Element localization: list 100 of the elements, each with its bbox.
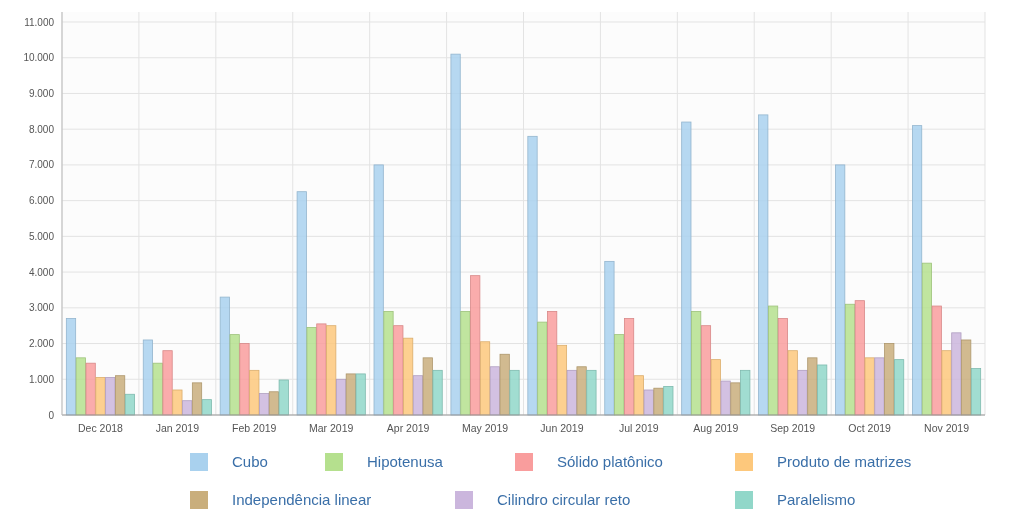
legend-label: Hipotenusa (367, 453, 444, 471)
bar (864, 357, 875, 416)
y-tick-label: 5.000 (28, 230, 55, 242)
bar (422, 357, 433, 416)
bar (970, 368, 982, 416)
bar (797, 369, 808, 416)
x-tick-label: Dec 2018 (77, 422, 124, 434)
bar (931, 305, 942, 416)
legend-label: Independência linear (232, 491, 372, 509)
x-tick-label: Apr 2019 (386, 422, 430, 434)
y-tick-label: 7.000 (28, 159, 55, 171)
bar (182, 400, 193, 416)
bar (777, 318, 788, 416)
bar (653, 387, 664, 416)
bar (201, 399, 212, 416)
bar (142, 339, 153, 416)
y-tick-label: 6.000 (28, 195, 55, 207)
bar (219, 296, 230, 416)
bar (65, 318, 77, 416)
x-tick-label: Jul 2019 (619, 422, 659, 434)
x-tick-label: Jan 2019 (155, 422, 200, 434)
bar (335, 378, 347, 416)
bar (383, 310, 394, 416)
bar (586, 369, 597, 416)
y-tick-label: 9.000 (28, 87, 55, 99)
bar (278, 379, 289, 416)
bar (479, 341, 491, 416)
x-tick-label: Aug 2019 (693, 422, 739, 434)
bar (296, 191, 307, 416)
bar (556, 344, 568, 416)
bar (95, 377, 106, 416)
bar (768, 305, 779, 416)
y-tick-label: 1.000 (28, 373, 55, 385)
legend-label: Sólido platônico (557, 453, 663, 471)
bar (191, 382, 203, 416)
bar (432, 369, 443, 416)
bar (229, 334, 240, 416)
bar (835, 164, 846, 416)
bar (162, 350, 173, 416)
bar (951, 332, 962, 416)
bar (691, 310, 702, 416)
legend-label: Paralelismo (777, 491, 856, 509)
bar (373, 164, 384, 416)
x-tick-label: Jun 2019 (540, 422, 584, 434)
x-tick-label: May 2019 (461, 422, 509, 434)
bar (450, 53, 461, 416)
x-tick-label: Oct 2019 (848, 422, 892, 434)
y-tick-label: 8.000 (28, 123, 55, 135)
bar (316, 323, 327, 416)
bar (105, 377, 116, 416)
bar (740, 369, 751, 416)
bar (326, 325, 337, 416)
bar (509, 369, 520, 416)
legend-label: Produto de matrizes (777, 453, 912, 471)
bar (355, 373, 366, 416)
y-tick-label: 10.000 (23, 52, 55, 64)
bar (527, 135, 538, 416)
bar (566, 369, 577, 416)
bar (787, 350, 798, 416)
bar (152, 362, 163, 416)
bar (643, 389, 654, 416)
bar (576, 366, 587, 416)
x-tick-label: Mar 2019 (309, 422, 354, 434)
bar (460, 310, 471, 416)
bar (614, 334, 625, 416)
x-tick-label: Nov 2019 (924, 422, 970, 434)
legend-label: Cilindro circular reto (497, 491, 631, 509)
bar (807, 357, 818, 416)
bar (681, 121, 692, 416)
bar (710, 359, 721, 416)
bar (884, 343, 895, 416)
x-tick-label: Sep 2019 (770, 422, 816, 434)
bar (547, 310, 558, 416)
y-tick-label: 11.000 (24, 16, 55, 28)
bar (700, 325, 712, 416)
bar (239, 343, 250, 416)
y-tick-label: 0 (48, 409, 55, 421)
bar (623, 318, 635, 416)
bar (854, 300, 865, 416)
bar (912, 125, 923, 416)
bar (921, 262, 932, 416)
bar (306, 327, 317, 416)
y-tick-label: 4.000 (28, 266, 55, 278)
bar (249, 369, 260, 416)
x-tick-label: Feb 2019 (232, 422, 277, 434)
bar (730, 382, 741, 416)
bar (259, 393, 270, 416)
bar (85, 362, 96, 416)
bar (115, 375, 126, 416)
bar (537, 321, 548, 416)
y-tick-label: 2.000 (28, 338, 55, 350)
bar (499, 353, 510, 416)
bar (758, 114, 769, 416)
bar (874, 357, 885, 416)
bar (941, 350, 952, 416)
bar (604, 260, 615, 416)
bar (894, 359, 905, 416)
bar (403, 337, 414, 416)
bar (172, 389, 183, 416)
bar (663, 386, 674, 416)
